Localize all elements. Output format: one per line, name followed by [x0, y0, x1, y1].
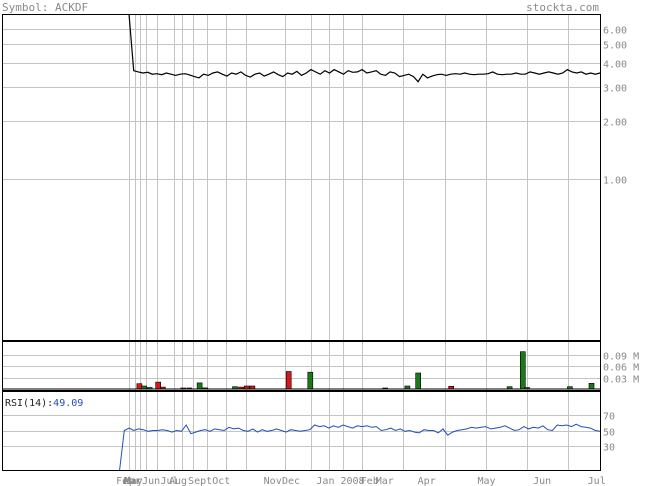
x-axis-label: Apr: [418, 476, 436, 486]
rsi-panel: 70 50 30 RSI(14):49.09: [2, 391, 615, 471]
x-axis-label: Jun: [533, 476, 551, 486]
rsi-tick-label: 30: [603, 443, 615, 454]
volume-bar: [519, 351, 526, 390]
volume-gridlines: [2, 341, 600, 390]
x-axis-label: Nov: [264, 476, 282, 486]
rsi-label: RSI(14):49.09: [5, 398, 83, 409]
price-line: [128, 13, 601, 83]
x-axis-label: Dec: [282, 476, 300, 486]
volume-tick-label: 0.09 M: [603, 352, 639, 363]
rsi-label-text: RSI(14):: [5, 398, 53, 409]
rsi-axis: 70 50 30: [603, 412, 615, 454]
price-tick-label: 5.00: [603, 41, 627, 52]
rsi-tick-label: 70: [603, 412, 615, 423]
x-axis-label: Feb: [361, 476, 379, 486]
x-axis-label: Jun: [142, 476, 160, 486]
x-axis-label: May: [125, 476, 143, 486]
price-gridlines: [2, 14, 600, 340]
x-axis-label: Jan 2008: [316, 476, 364, 486]
price-tick-label: 2.00: [603, 118, 627, 129]
volume-bar: [155, 381, 161, 390]
volume-bar: [136, 383, 143, 390]
x-axis-label: Mar: [124, 476, 142, 486]
volume-bar: [307, 371, 314, 390]
rsi-tick-label: 50: [603, 428, 615, 439]
x-axis-label: Aug: [169, 476, 187, 486]
rsi-line: [119, 423, 601, 471]
volume-panel-frame: [2, 341, 601, 391]
price-tick-label: 4.00: [603, 60, 627, 71]
volume-bar: [588, 382, 595, 390]
volume-bar: [415, 372, 422, 390]
price-panel: 6.00 5.00 4.00 3.00 2.00 1.00: [2, 13, 627, 341]
volume-panel: 0.09 M0.06 M0.03 M: [2, 341, 639, 391]
x-axis-label: Oct: [212, 476, 230, 486]
volume-bars: [136, 351, 595, 390]
x-axis-label: Feb: [116, 476, 134, 486]
volume-bar: [196, 382, 203, 390]
x-axis-label: Mar: [376, 476, 394, 486]
rsi-current-value: 49.09: [53, 398, 83, 409]
volume-bar: [285, 371, 292, 390]
price-tick-label: 3.00: [603, 84, 627, 95]
rsi-gridlines: [2, 391, 600, 470]
price-axis: 6.00 5.00 4.00 3.00 2.00 1.00: [603, 26, 627, 187]
volume-axis: 0.09 M0.06 M0.03 M: [603, 352, 639, 386]
x-axis-label: Sept: [188, 476, 212, 486]
price-tick-label: 1.00: [603, 176, 627, 187]
site-watermark: stockta.com: [526, 1, 599, 14]
rsi-panel-frame: [2, 391, 601, 471]
price-panel-frame: [2, 14, 601, 341]
x-axis-label: Jul: [160, 476, 178, 486]
x-axis-label: Apr: [123, 476, 141, 486]
symbol-label: Symbol: ACKDF: [2, 1, 88, 14]
volume-tick-label: 0.06 M: [603, 363, 639, 374]
x-axis-label: Jul: [588, 476, 606, 486]
price-tick-label: 6.00: [603, 26, 627, 37]
volume-tick-label: 0.03 M: [603, 375, 639, 386]
x-axis-label: May: [477, 476, 495, 486]
